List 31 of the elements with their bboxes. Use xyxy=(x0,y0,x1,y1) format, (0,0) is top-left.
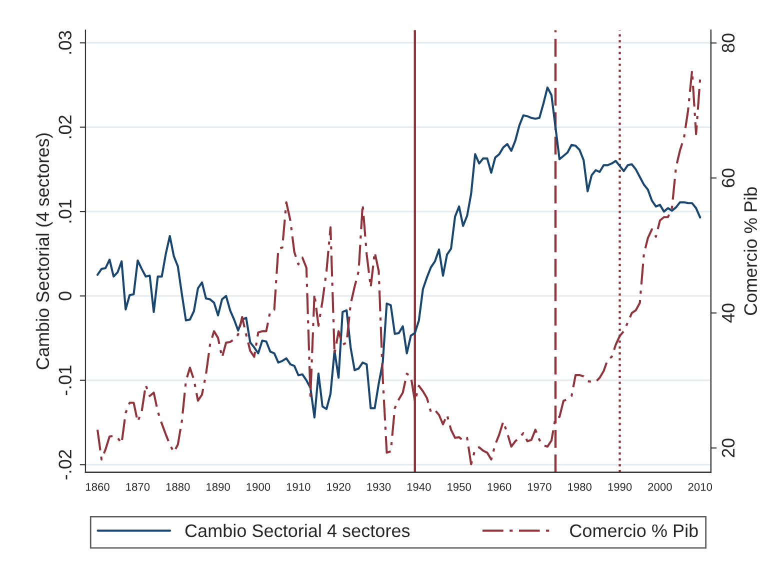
x-tick-label: 1920 xyxy=(327,482,350,491)
x-tick-label: 1860 xyxy=(86,482,110,491)
y-axis-title: Cambio Sectorial (4 sectores) xyxy=(36,133,53,370)
x-tick-label: 1970 xyxy=(528,482,552,491)
x-tick-label: 1950 xyxy=(448,482,471,491)
x-tick-label: 1960 xyxy=(488,482,512,491)
y-tick-label: -.01 xyxy=(58,366,72,396)
y-tick-label: .01 xyxy=(58,200,72,222)
y2-axis-title: Comercio % Pib xyxy=(744,187,758,316)
y-tick-label: 0 xyxy=(58,292,72,300)
x-tick-label: 2010 xyxy=(688,482,712,491)
x-tick-label: 1890 xyxy=(206,482,230,491)
y2-tick-label: 80 xyxy=(722,34,735,52)
x-tick-label: 1940 xyxy=(407,482,431,491)
x-tick-label: 2000 xyxy=(648,482,672,491)
y2-tick-label: 20 xyxy=(722,438,735,458)
x-tick-label: 1900 xyxy=(246,482,270,491)
legend-label: Cambio Sectorial 4 sectores xyxy=(185,524,410,538)
y-tick-label: .02 xyxy=(58,116,72,138)
x-tick-label: 1990 xyxy=(608,482,632,491)
x-tick-label: 1880 xyxy=(166,482,190,491)
x-tick-label: 1910 xyxy=(286,482,310,491)
x-tick-label: 1870 xyxy=(126,482,150,491)
line-series xyxy=(96,86,702,418)
x-tick-label: 1980 xyxy=(568,482,592,491)
legend-label: Comercio % Pib xyxy=(570,524,698,538)
y2-tick-label: 40 xyxy=(722,304,735,323)
x-tick-label: 1930 xyxy=(367,482,391,491)
y2-tick-label: 60 xyxy=(722,168,735,188)
y-tick-label: .03 xyxy=(58,31,72,54)
y-tick-label: -.02 xyxy=(58,450,72,480)
